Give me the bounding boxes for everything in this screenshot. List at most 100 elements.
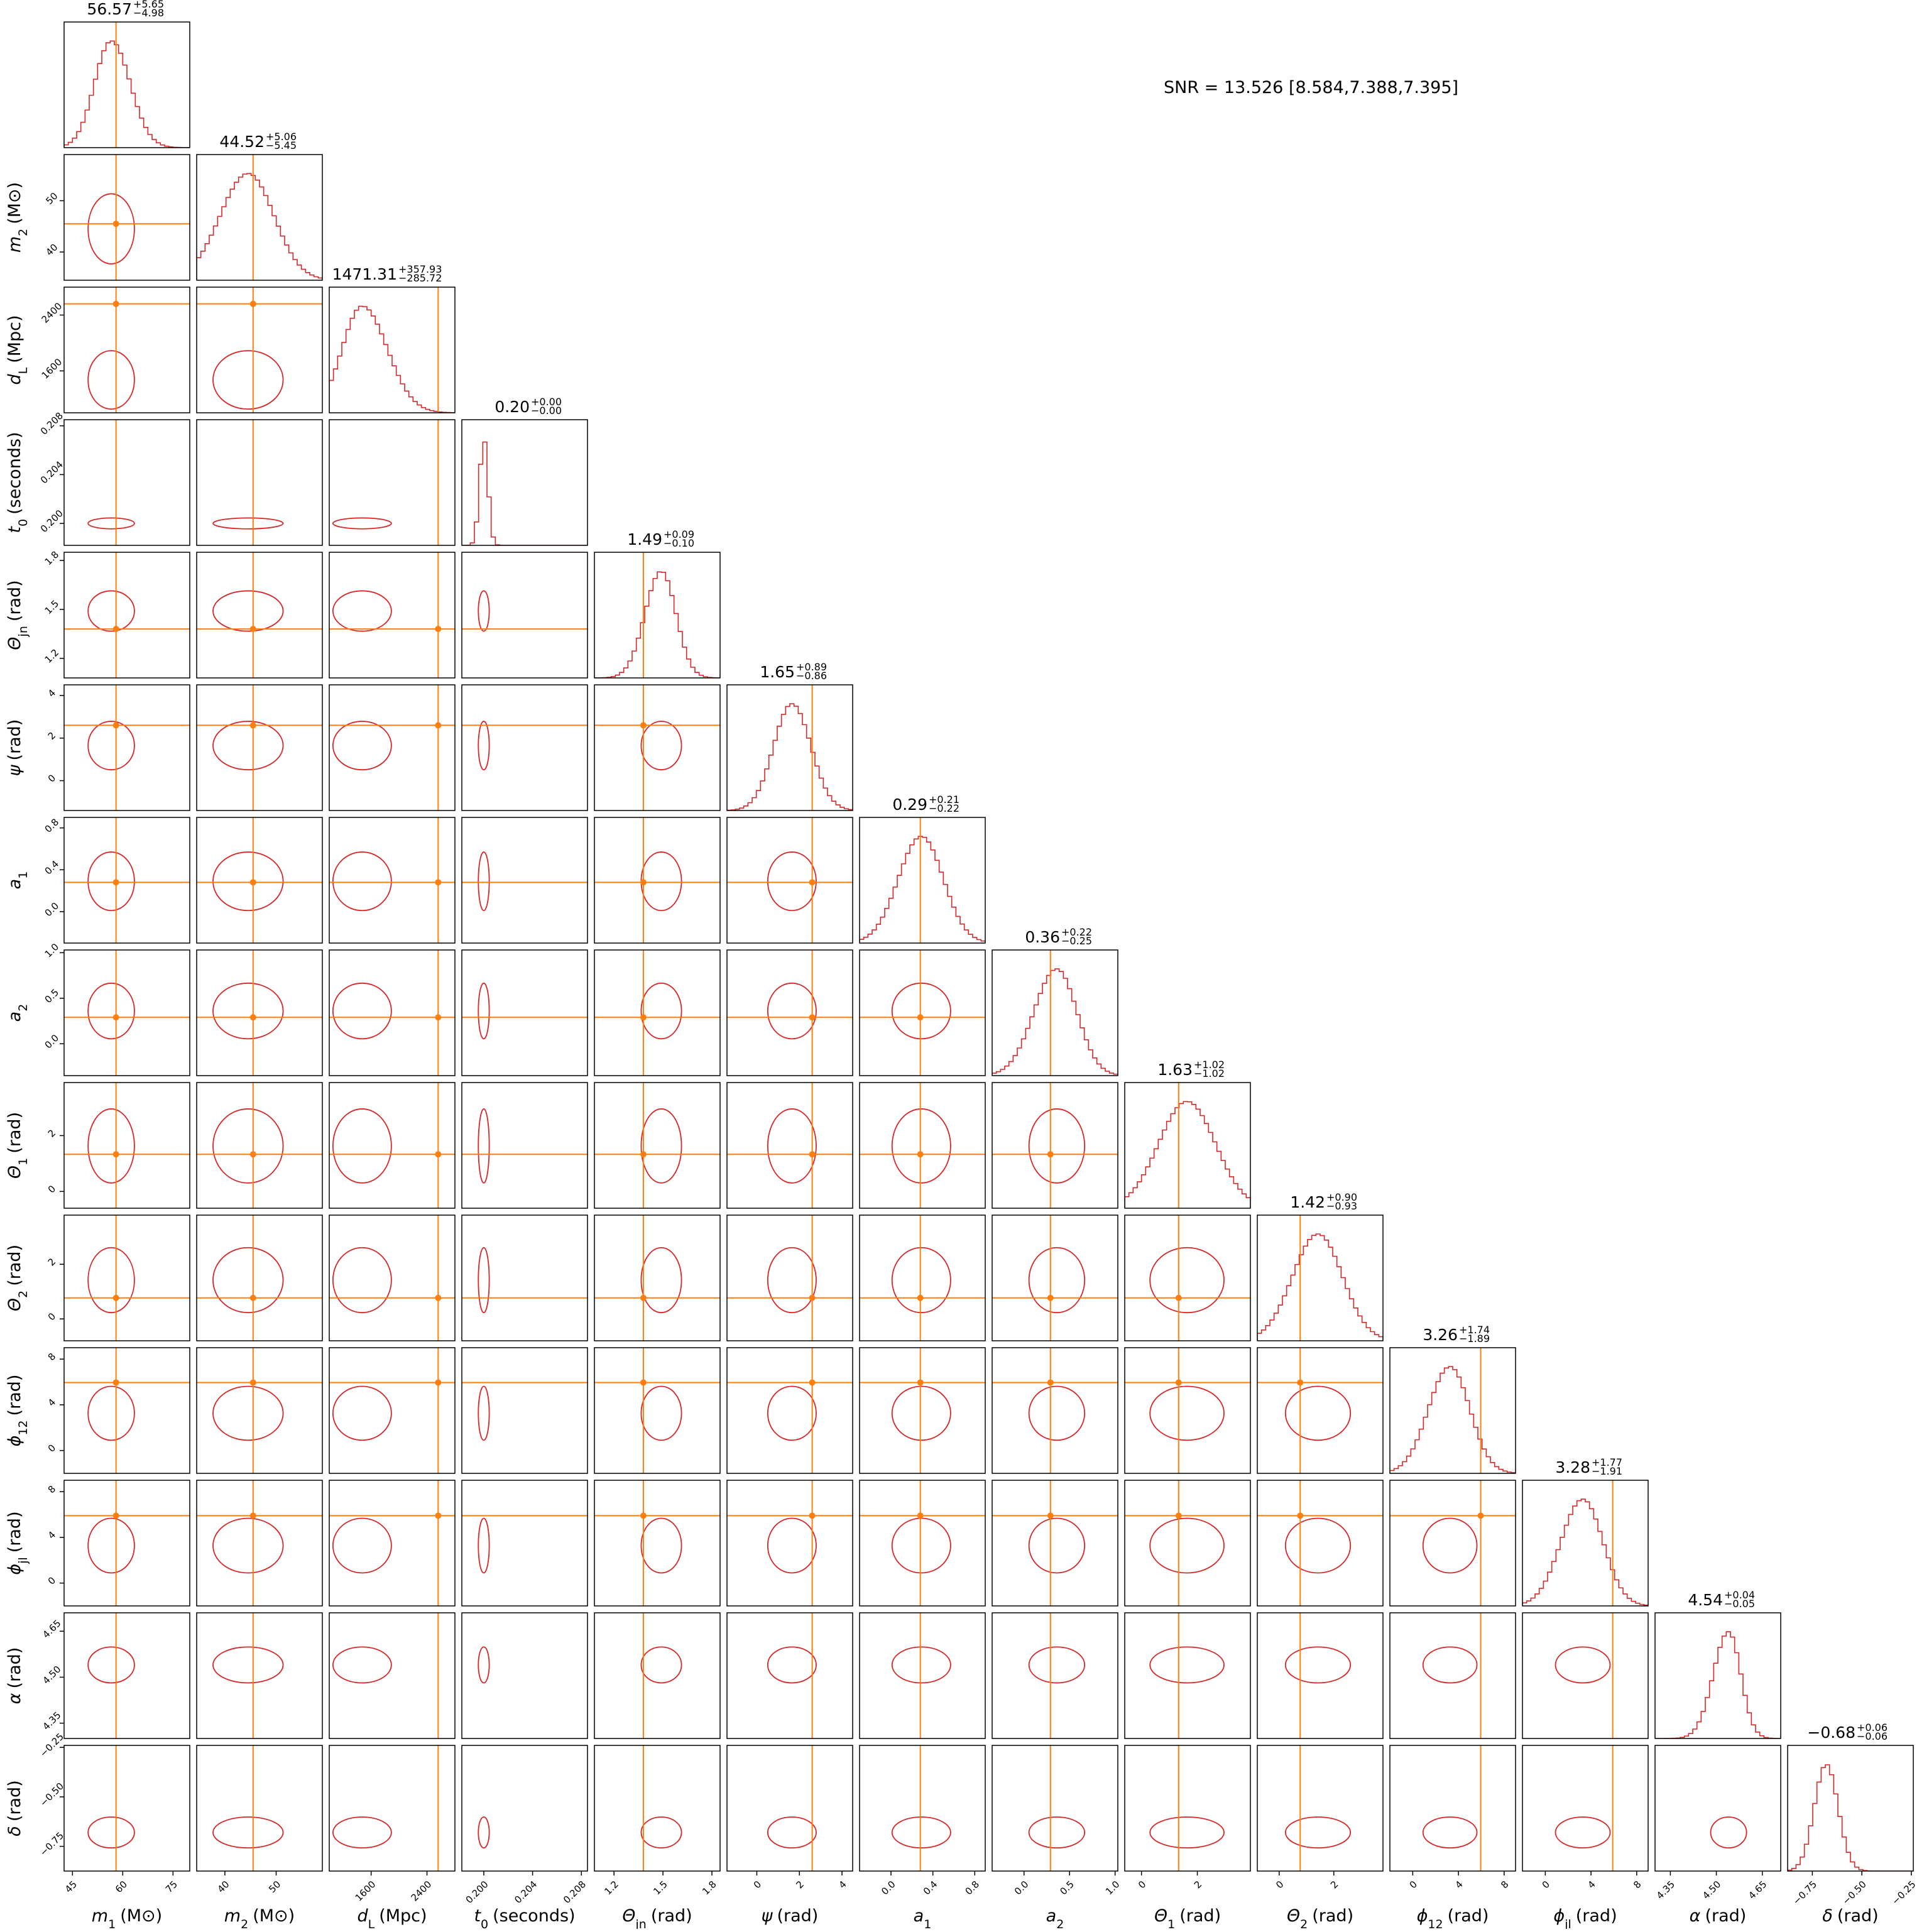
y-tick-label: 0.4 [43,858,62,877]
contour [87,590,135,632]
contour [87,1816,135,1849]
contour [1149,1517,1225,1574]
contour [87,1247,135,1314]
axis-label: m2 (M⊙) [224,1906,295,1929]
title-minus: −0.00 [531,405,562,417]
axis-symbol: d [357,1906,368,1926]
truth-point [249,1294,256,1301]
axis-symbol: t [5,526,25,533]
panel [64,685,190,810]
axis-label: Θ2 (rad) [5,1245,30,1311]
panel-frame [329,684,456,811]
panel-frame [461,419,588,546]
axis-symbol: ϕ [1553,1906,1565,1926]
panel-frame [196,287,323,413]
axis-subscript: L [368,1918,375,1929]
title-plus: +0.89 [796,661,827,673]
contour [1284,1385,1352,1441]
panel [64,950,190,1076]
histogram [462,441,587,545]
contour [640,1247,682,1314]
contour [1028,1816,1086,1849]
axis-symbol: t [474,1906,481,1926]
contour [1149,1816,1225,1849]
axis-label: t0 (seconds) [474,1906,575,1929]
truth-point [809,1014,816,1021]
panel-frame [992,1082,1118,1209]
truth-point [917,1294,924,1301]
panel [197,155,322,280]
y-tick-label: 1600 [40,356,65,381]
truth-point [917,1151,924,1158]
contour [1555,1816,1611,1849]
contour [640,1385,682,1441]
panel-frame [1257,1347,1384,1474]
axis-unit: (rad) [777,1906,818,1926]
panel-frame [726,1214,853,1341]
truth-point [435,879,442,886]
y-tick-label: 0 [46,1311,58,1323]
truth-point [1175,1512,1182,1519]
y-tick-label: 8 [46,1483,58,1495]
contour [212,1247,284,1314]
panel [462,590,587,632]
y-tick-label: 0 [46,1575,58,1586]
truth-point [112,300,119,307]
panel [197,1348,322,1473]
axis-label: dL (Mpc) [5,315,30,385]
axis-label: dL (Mpc) [357,1906,427,1929]
axis-subscript: 0 [16,519,30,527]
title-plus: +5.65 [133,0,164,10]
panel-frame [461,552,588,679]
histogram [594,571,720,678]
panel [1257,1348,1383,1473]
title-minus: −5.45 [266,139,297,151]
contour [478,851,490,912]
axis-unit: (Mpc) [5,315,25,363]
panel-frame [461,1214,588,1341]
histogram [1522,1498,1648,1606]
y-tick-label: 50 [43,190,60,207]
axis-label: Θ1 (rad) [5,1112,30,1179]
y-tick-label: 2 [46,1256,58,1268]
title-median: 3.28 [1555,1458,1590,1476]
panel-frame [63,1347,190,1474]
title-median: 1471.31 [332,265,397,283]
panel [860,1348,985,1473]
panel-frame [859,1745,986,1872]
panel-frame [63,552,190,679]
axis-symbol: Θ [622,1906,635,1926]
contour [1284,1646,1352,1684]
truth-point [249,1014,256,1021]
axis-unit: (rad) [5,1511,25,1553]
panel-frame [1654,1612,1781,1739]
panel [594,1348,720,1473]
axis-symbol: ϕ [5,1564,25,1575]
truth-point [249,626,256,633]
truth-point [1175,1294,1182,1301]
axis-symbol: a [5,1012,25,1022]
panel [478,1646,490,1684]
panel [329,552,455,678]
title-median: 3.26 [1423,1326,1458,1344]
panel [891,1745,951,1871]
contour [1710,1816,1747,1849]
title-median: 56.57 [87,0,132,18]
panel-frame [196,684,323,811]
panel [197,1480,322,1606]
x-tick-label: −0.25 [1889,1879,1918,1907]
histogram [329,305,455,413]
x-tick-label: 50 [266,1879,283,1895]
panel [860,1480,985,1606]
x-tick-label: 75 [163,1879,180,1895]
title-median: −0.68 [1807,1723,1855,1742]
truth-point [249,1512,256,1519]
y-tick-label: −0.25 [38,1731,66,1759]
panel [332,1613,439,1738]
y-tick-label: 4 [46,1529,58,1541]
panel-frame [726,1612,853,1739]
title-median: 4.54 [1688,1591,1723,1609]
panel [462,982,587,1040]
truth-point [1047,1512,1054,1519]
